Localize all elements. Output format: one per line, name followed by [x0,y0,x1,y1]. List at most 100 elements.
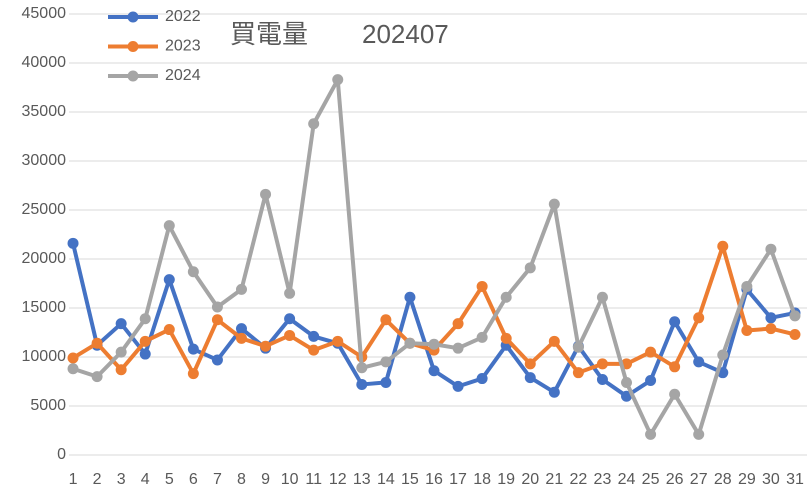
data-point [452,380,464,392]
data-point [765,243,777,255]
x-tick-label: 6 [189,471,198,488]
data-point [67,363,79,375]
data-point [596,291,608,303]
x-tick-label: 24 [618,471,636,488]
data-point [452,318,464,330]
x-tick-label: 3 [117,471,126,488]
data-point [789,310,801,322]
data-point [693,356,705,368]
data-point [669,361,681,373]
data-point [284,329,296,341]
data-point [741,325,753,337]
x-tick-label: 19 [497,471,515,488]
data-point [260,188,272,200]
x-tick-label: 7 [213,471,222,488]
legend-label: 2024 [165,67,201,84]
x-tick-label: 14 [377,471,395,488]
data-point [332,335,344,347]
data-point [428,338,440,350]
series-line [72,77,797,437]
data-point [404,291,416,303]
data-point [163,274,175,286]
data-point [139,335,151,347]
data-point [548,386,560,398]
data-point [765,323,777,335]
x-tick-label: 4 [141,471,150,488]
data-point [91,371,103,383]
x-tick-label: 15 [401,471,419,488]
data-point [645,346,657,358]
data-point [476,331,488,343]
data-point [524,358,536,370]
data-point [187,343,199,355]
data-point [187,266,199,278]
data-point [404,337,416,349]
legend-marker [127,41,139,52]
data-point [115,346,127,358]
data-point [717,240,729,252]
x-tick-label: 9 [261,471,270,488]
x-tick-label: 30 [762,471,780,488]
data-point [115,318,127,330]
legend-label: 2022 [165,8,201,25]
data-point [211,301,223,313]
data-point [717,349,729,361]
data-point [380,356,392,368]
y-tick-label: 20000 [22,250,67,267]
legend-label: 2023 [165,38,201,55]
data-point [572,341,584,353]
data-point [548,335,560,347]
x-tick-label: 31 [786,471,804,488]
data-point [211,354,223,366]
data-point [669,388,681,400]
data-point [163,324,175,336]
x-tick-label: 28 [714,471,732,488]
legend-marker [127,70,139,82]
x-tick-label: 1 [69,471,78,488]
y-tick-label: 35000 [22,103,67,120]
data-point [308,344,320,356]
x-tick-label: 10 [281,471,299,488]
data-point [187,368,199,380]
y-tick-label: 15000 [22,299,67,316]
data-point [139,313,151,325]
x-tick-label: 13 [353,471,371,488]
x-tick-label: 17 [449,471,467,488]
x-tick-label: 29 [738,471,756,488]
y-tick-label: 30000 [22,152,67,169]
data-point [67,237,79,249]
data-point [645,375,657,387]
data-point [428,365,440,377]
data-point [789,328,801,340]
x-tick-label: 2 [93,471,102,488]
data-point [332,74,344,86]
data-point [235,332,247,344]
x-tick-label: 11 [305,471,322,488]
data-point [380,376,392,388]
x-tick-label: 25 [642,471,660,488]
x-tick-label: 5 [165,471,174,488]
x-tick-label: 20 [521,471,539,488]
data-point [284,313,296,325]
data-point [115,364,127,376]
data-point [380,314,392,326]
legend-marker [127,11,139,23]
y-tick-label: 45000 [22,5,67,22]
y-tick-label: 0 [57,446,66,463]
data-point [693,428,705,440]
data-point [645,428,657,440]
data-point [524,372,536,384]
chart-title: 買電量 [230,19,308,49]
data-point [260,340,272,352]
data-point [139,348,151,360]
x-tick-label: 27 [690,471,708,488]
x-tick-label: 22 [569,471,587,488]
x-tick-label: 26 [666,471,684,488]
data-point [621,390,633,402]
data-point [741,280,753,292]
x-tick-label: 12 [329,471,347,488]
data-point [452,342,464,354]
data-point [548,198,560,210]
y-tick-label: 25000 [22,201,67,218]
